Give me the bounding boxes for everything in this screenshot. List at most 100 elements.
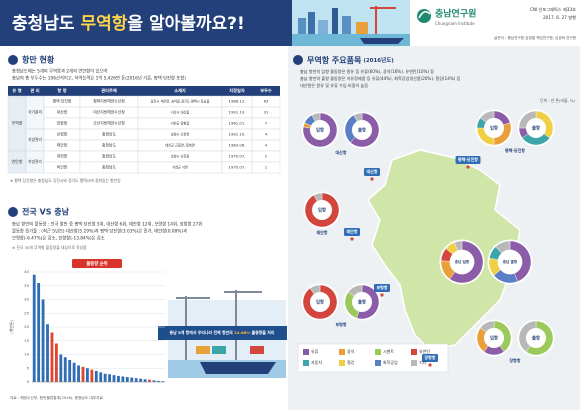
bar	[117, 375, 120, 382]
table-cell-text: 63	[264, 99, 269, 104]
donut-segment	[495, 240, 511, 254]
donut-title: 입항	[318, 207, 326, 214]
y-tick-label: 0	[27, 379, 30, 384]
donut-title: 충남 입항	[455, 259, 470, 264]
donut-segment	[350, 112, 380, 148]
bullet: 충남 항만의 출항 물동량은 석유정제품 등 유류(44%), 화학공업생산품(…	[300, 75, 461, 81]
port-marker	[466, 165, 470, 169]
legend-swatch	[375, 360, 381, 366]
table-cell-text: 당진시 석문면, 송악읍 경기도 평택시 포승읍	[151, 99, 210, 104]
legend-label: 기타	[419, 359, 427, 365]
donut-title: 충남 출항	[503, 259, 518, 264]
annotation-part: 물동량을 처리	[250, 330, 275, 335]
bar	[41, 299, 45, 382]
table-cell-text: 충청남도	[102, 143, 116, 148]
port-marker	[380, 293, 384, 297]
table-cell-text: 국가관리	[28, 110, 42, 115]
y-axis-label: (백만톤)	[9, 320, 14, 334]
table-header: 부두수	[260, 87, 272, 94]
section-title-part: 무역항 주요품목	[307, 55, 362, 65]
bullet: 보령항(-6.47%)은 감소, 장항항(-13.84%)은 감소	[12, 235, 105, 242]
issue: CNI 인포그래픽스 제33호	[530, 6, 576, 13]
y-tick-label: 25	[24, 310, 29, 315]
org-name-en: Chungnam Institute	[435, 21, 475, 26]
ship	[360, 38, 404, 44]
logo-mark	[417, 9, 431, 23]
authors: 글쓴이 : 충남연구원 김정렬 책임연구원, 김공희 연구원	[494, 35, 576, 40]
donut-caption: 장항항	[509, 357, 520, 363]
legend-label: 자동차	[311, 359, 322, 365]
legend-swatch	[339, 360, 345, 366]
annotation-part: 충남 5개 항에서 우리나라 전체 항만의	[170, 330, 235, 335]
section-icon	[8, 55, 18, 65]
port-marker	[428, 363, 432, 367]
table-cell-text: 4	[265, 143, 268, 148]
y-tick-label: 20	[24, 324, 29, 329]
donut-segment	[479, 320, 495, 333]
section-icon	[293, 55, 303, 65]
table-cell-text: 31	[264, 110, 269, 115]
donut-title: 입항	[316, 127, 324, 134]
bar	[81, 366, 85, 382]
bar	[112, 375, 116, 382]
bar	[72, 362, 76, 382]
table-cell-text: 무역항	[11, 120, 22, 126]
table-cell-text: 태안항	[57, 143, 68, 148]
bar	[125, 377, 129, 382]
bar	[103, 373, 107, 382]
table-cell-text: 1961.01.	[229, 121, 246, 126]
bar	[152, 380, 156, 382]
donut-segment	[353, 112, 363, 122]
ship	[200, 362, 276, 374]
table-cell-text: 대산지방해양수산청	[93, 110, 125, 115]
table-cell-text: 2	[265, 154, 268, 159]
table-cell-text: 비인항	[57, 165, 68, 170]
map-label-box	[373, 284, 391, 292]
donut-segment	[313, 192, 323, 202]
bar	[130, 377, 134, 382]
table-cell-text: 대천항	[57, 154, 68, 159]
section-title: 항만 현황	[22, 55, 55, 65]
bar	[99, 372, 103, 382]
table-cell-text: 1970.07.	[229, 165, 246, 170]
y-tick-label: 5	[27, 365, 30, 370]
donut-title: 출항	[358, 299, 366, 306]
bar	[161, 381, 165, 382]
building	[308, 12, 315, 34]
donut-segment	[302, 284, 338, 320]
legend-swatch	[303, 360, 309, 366]
note: ※ 전국 30개 무역항 물동량을 대상으로 작성함	[12, 245, 87, 250]
table-header-bg	[8, 86, 280, 96]
legend-label: 철강	[347, 359, 355, 365]
table-cell-text: 군산지방해양수산청	[93, 121, 125, 126]
table-cell-text: 1970.07.	[229, 154, 246, 159]
table-cell-text: 지방관리	[28, 159, 42, 164]
table-cell-text: 1986.12.	[229, 99, 246, 104]
table-header: 지정일자	[229, 87, 245, 94]
table-header: 유 형	[12, 87, 21, 94]
legend-label: 시멘트	[383, 348, 394, 354]
donut-title: 입항	[490, 125, 498, 132]
bar	[143, 379, 147, 382]
bar	[121, 376, 125, 382]
container	[250, 346, 264, 354]
legend-swatch	[339, 349, 345, 355]
donut-caption: 평택·당진항	[505, 147, 525, 153]
org-name: 충남연구원	[435, 8, 476, 20]
table-cell-text: 1	[265, 165, 268, 170]
bar	[37, 283, 41, 382]
donut-segment	[302, 112, 338, 148]
page-title: 충청남도 무역항을 알아볼까요?!	[12, 13, 245, 34]
chart-title: 물동량 순위	[86, 260, 107, 267]
table-cell-text: 4	[265, 132, 268, 137]
map-label-box	[363, 168, 381, 176]
table-cell-text: 지방관리	[28, 137, 42, 142]
building	[342, 16, 351, 34]
bar	[63, 357, 67, 382]
table-cell-text: 연안항	[11, 158, 22, 164]
y-tick-label: 30	[24, 297, 29, 302]
chart-title-box	[72, 259, 122, 268]
logo-circle	[417, 9, 431, 23]
table-cell-text: 충청남도	[102, 132, 116, 137]
